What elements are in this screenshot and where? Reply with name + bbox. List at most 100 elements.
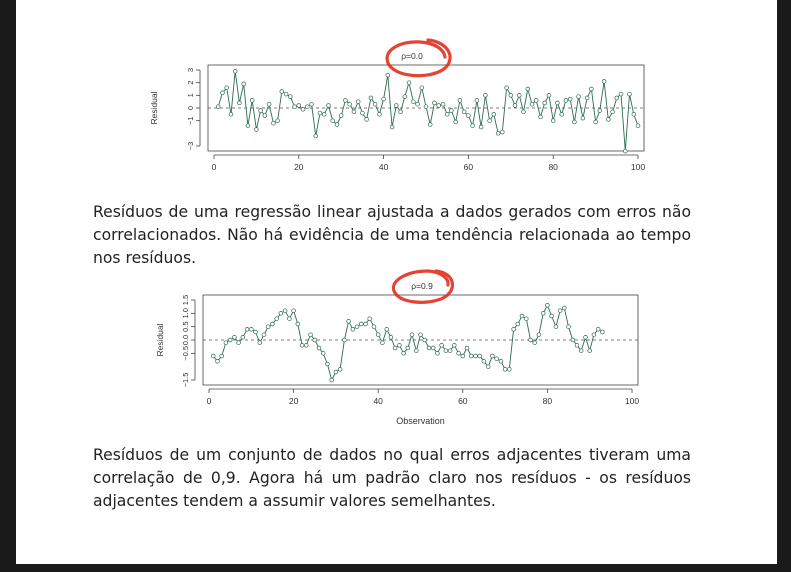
plot2-data-point bbox=[414, 348, 419, 353]
plot2-data-point bbox=[528, 337, 533, 343]
plot1-data-point bbox=[635, 123, 641, 128]
plot2-data-point bbox=[562, 305, 567, 311]
plot2-y-axis-label: Residual bbox=[155, 323, 165, 356]
plot2-data-point bbox=[223, 340, 229, 345]
plot1-data-point bbox=[533, 98, 539, 103]
plot1-data-point bbox=[631, 112, 637, 117]
plot1-data-point bbox=[546, 93, 552, 98]
plot1-data-point bbox=[457, 98, 463, 103]
plot1-data-point bbox=[517, 93, 522, 98]
plot2-data-point bbox=[257, 340, 263, 345]
plot2-data-point bbox=[392, 345, 398, 351]
plot1-data-point bbox=[453, 119, 458, 125]
plot1-x-tick-label: 0 bbox=[212, 162, 217, 172]
plot1-data-point bbox=[504, 85, 509, 90]
residual-plot-uncorrelated: 0 20 40 60 80 100 −3 −1 0 1 2 3 Residual ρ=0.0 bbox=[149, 38, 645, 172]
plot1-data-point bbox=[351, 109, 357, 115]
plot1-x-tick-label: 20 bbox=[294, 162, 304, 172]
plot1-x-tick-label: 40 bbox=[379, 162, 389, 172]
plot2-data-point bbox=[215, 359, 220, 364]
plot1-data-point bbox=[338, 113, 344, 118]
plot2-data-point bbox=[363, 321, 368, 327]
plot2-data-point bbox=[380, 340, 385, 345]
plot2-data-point bbox=[557, 308, 563, 313]
plot2-data-point bbox=[333, 369, 339, 375]
plot1-data-point bbox=[343, 98, 348, 103]
plot2-data-point bbox=[253, 329, 258, 335]
plot2-y-tick-label: −0.5 bbox=[181, 346, 190, 361]
plot1-x-tick-label: 100 bbox=[631, 162, 645, 172]
plot1-data-point bbox=[232, 69, 238, 74]
plot1-data-point bbox=[538, 114, 543, 120]
plot1-data-point bbox=[309, 101, 314, 107]
plot2-x-tick-label: 100 bbox=[625, 396, 639, 406]
plot1-data-point bbox=[563, 98, 569, 103]
plot1-data-point bbox=[423, 104, 429, 109]
plot1-data-point bbox=[360, 110, 365, 116]
plot1-data-point bbox=[559, 112, 564, 117]
plot1-y-tick-label: 2 bbox=[186, 81, 195, 85]
plot1-data-point bbox=[593, 119, 598, 125]
plot1-data-point bbox=[224, 85, 229, 90]
plot2-data-point bbox=[282, 308, 288, 313]
residual-plot-correlated: 0 20 40 60 80 100 −1.5 −0.50.0 0.5 1.0 1.5 Residual… bbox=[155, 269, 639, 426]
plot2-data-point bbox=[511, 327, 516, 332]
plot1-x-tick-label: 60 bbox=[464, 162, 474, 172]
plot1-annotation-circle bbox=[385, 38, 452, 78]
plot2-data-point bbox=[350, 327, 356, 332]
plot1-data-point bbox=[627, 91, 632, 97]
plot2-data-point bbox=[270, 321, 275, 327]
plot2-data-point bbox=[287, 316, 292, 321]
plot1-data-point bbox=[241, 81, 246, 87]
plot2-data-point bbox=[409, 332, 415, 337]
plot1-data-point bbox=[385, 72, 391, 78]
plot2-data-point bbox=[346, 319, 351, 324]
plot2-data-point bbox=[595, 327, 601, 332]
plot2-data-point bbox=[456, 351, 461, 356]
plot2-data-point bbox=[249, 327, 254, 332]
plot1-data-point bbox=[495, 131, 501, 136]
plot2-data-point bbox=[299, 343, 305, 348]
plot2-data-point bbox=[240, 335, 246, 340]
plot2-data-point bbox=[265, 324, 271, 329]
plot1-data-point bbox=[215, 104, 221, 109]
slide-page: 0 20 40 60 80 100 −3 −1 0 1 2 3 Residual ρ=0.0 Resídu… bbox=[16, 0, 777, 564]
plot2-data-point bbox=[308, 332, 313, 337]
plot1-data-point bbox=[470, 123, 475, 128]
plot2-data-point bbox=[545, 303, 550, 308]
plot2-data-point bbox=[464, 345, 470, 351]
plot1-y-tick-label: 3 bbox=[186, 68, 195, 72]
plot1-data-point bbox=[525, 86, 531, 92]
plot2-y-tick-label: 1.0 bbox=[181, 308, 190, 318]
plot2-data-point bbox=[532, 340, 537, 345]
plot2-y-tick-label: 1.5 bbox=[181, 295, 190, 305]
plot2-data-point bbox=[536, 332, 542, 337]
plot2-data-point bbox=[553, 324, 559, 329]
plot1-data-point bbox=[614, 95, 620, 101]
plot1-data-point bbox=[381, 96, 386, 102]
plot2-y-tick-label: 0.0 bbox=[181, 335, 190, 345]
plot2-series-line bbox=[212, 304, 603, 382]
plot1-x-tick-label: 80 bbox=[548, 162, 558, 172]
plot2-data-point bbox=[435, 351, 440, 356]
plot1-data-point bbox=[411, 99, 416, 104]
plot1-data-point bbox=[483, 93, 488, 98]
plot1-data-point bbox=[317, 110, 323, 116]
plot1-data-point bbox=[618, 91, 624, 97]
plot2-y-tick-label: 0.5 bbox=[181, 321, 190, 331]
plot1-data-point bbox=[258, 108, 263, 113]
plot2-x-tick-label: 0 bbox=[207, 396, 212, 406]
plot2-data-point bbox=[460, 353, 466, 359]
plot1-data-point bbox=[474, 98, 480, 103]
plot2-data-point bbox=[219, 353, 224, 359]
plot2-data-point bbox=[524, 316, 529, 321]
plot1-data-point bbox=[597, 108, 603, 113]
plot2-data-point bbox=[473, 353, 478, 359]
plot1-data-point bbox=[368, 95, 374, 101]
plot2-data-point bbox=[507, 367, 512, 372]
plot1-data-point bbox=[584, 95, 590, 101]
plot1-data-point bbox=[500, 129, 505, 135]
plot1-data-point bbox=[440, 101, 446, 107]
plot1-series-line bbox=[217, 71, 639, 152]
plot2-data-point bbox=[570, 337, 576, 343]
